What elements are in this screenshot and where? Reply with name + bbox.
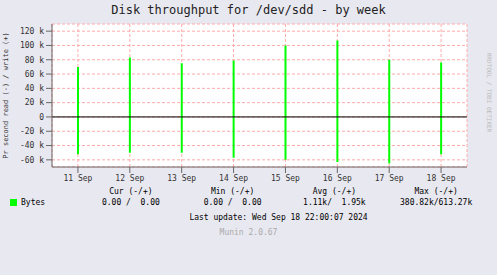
svg-text:120 k: 120 k [20, 27, 44, 36]
svg-text:15 Sep: 15 Sep [271, 174, 300, 183]
svg-text:0: 0 [39, 113, 44, 122]
svg-text:18 Sep: 18 Sep [427, 174, 456, 183]
html-text:380.82k/613.27k: 380.82k/613.27k [400, 198, 473, 207]
html-text:Last update: Wed Sep 18 22:00:: Last update: Wed Sep 18 22:00:07 2024 [189, 213, 368, 222]
html-text:Cur (-/+): Cur (-/+) [109, 187, 153, 196]
svg-text:40 k: 40 k [25, 84, 44, 93]
svg-text:16 Sep: 16 Sep [323, 174, 352, 183]
svg-text:60 k: 60 k [25, 70, 44, 79]
svg-text:12 Sep: 12 Sep [115, 174, 144, 183]
svg-text:80 k: 80 k [25, 56, 44, 65]
html-text:Munin 2.0.67: Munin 2.0.67 [219, 228, 278, 237]
html-text:Disk throughput for /dev/sdd -: Disk throughput for /dev/sdd - by week [111, 3, 386, 17]
html-text:0.00 / 0.00: 0.00 / 0.00 [203, 198, 262, 207]
svg-text:20 k: 20 k [25, 98, 44, 107]
svg-text:17 Sep: 17 Sep [375, 174, 404, 183]
html-text:Bytes: Bytes [21, 198, 46, 207]
html-text:0.00 / 0.00: 0.00 / 0.00 [102, 198, 160, 207]
svg-text:100 k: 100 k [20, 41, 44, 50]
html-text:Max (-/+): Max (-/+) [414, 187, 458, 196]
svg-text:-40 k: -40 k [20, 141, 44, 150]
html-text:1.11k/ 1.95k: 1.11k/ 1.95k [303, 198, 366, 207]
svg-text:-60 k: -60 k [20, 156, 44, 165]
svg-text:13 Sep: 13 Sep [167, 174, 196, 183]
svg-text:11 Sep: 11 Sep [63, 174, 92, 183]
svg-text:Pr second read (-) / write (+): Pr second read (-) / write (+) [2, 32, 10, 158]
svg-text:-20 k: -20 k [20, 127, 44, 136]
html-text:Avg (-/+): Avg (-/+) [312, 187, 356, 196]
html-text:RRDTOOL / TOBI OETIKER: RRDTOOL / TOBI OETIKER [486, 52, 494, 133]
svg-text:14 Sep: 14 Sep [219, 174, 248, 183]
html-text:Min (-/+): Min (-/+) [210, 187, 255, 196]
